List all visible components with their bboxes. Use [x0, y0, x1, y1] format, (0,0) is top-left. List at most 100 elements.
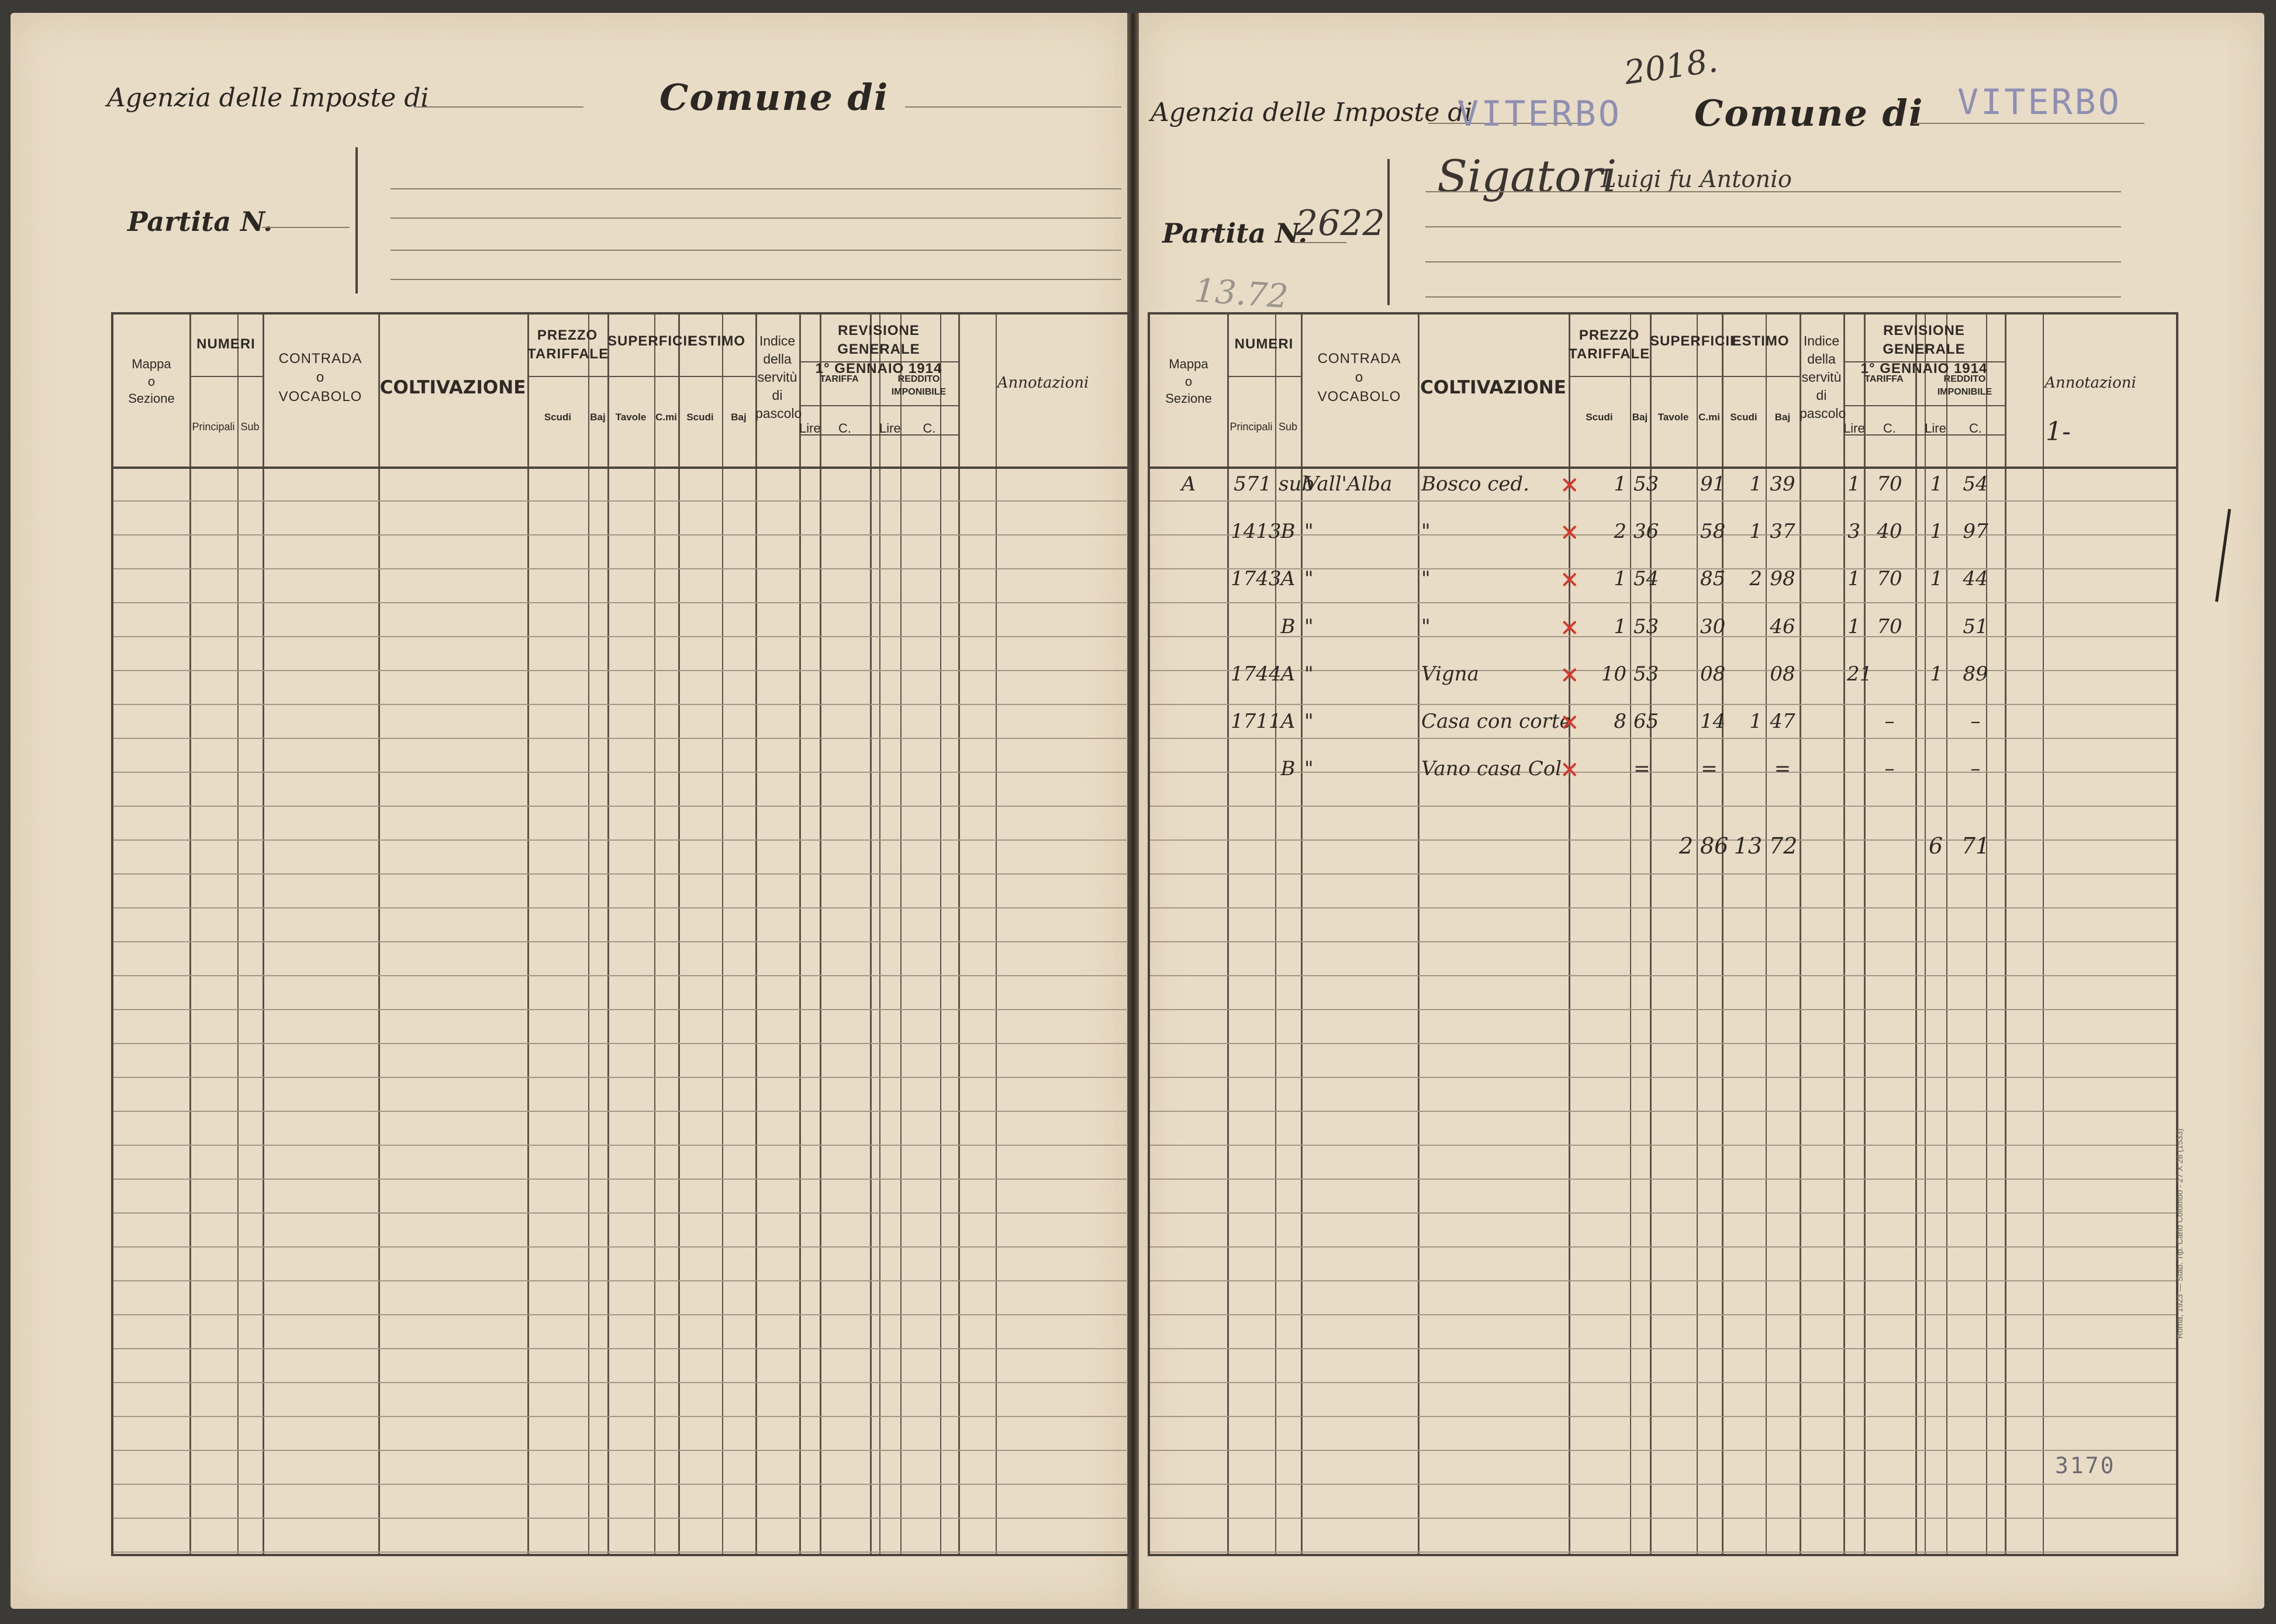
column-rule: [799, 315, 801, 1554]
ledger-row-rule: [1150, 568, 2176, 569]
ledger-row-rule: [113, 1416, 1128, 1417]
cell-prezzo-b: 53: [1633, 614, 1659, 638]
ledger-row-rule: [113, 1111, 1128, 1112]
header-bottom-rule: [1150, 467, 2176, 469]
cell-tar-l: 1: [1847, 472, 1860, 496]
header-cmi: C.mi: [1698, 412, 1720, 423]
cell-contrada: ": [1304, 614, 1314, 638]
cell-sub: A: [1280, 567, 1296, 591]
header-lire: Lire: [799, 421, 821, 436]
column-rule: [755, 315, 757, 1554]
cell-prezzo-b: 65: [1633, 710, 1659, 733]
header-prezzo: PREZZO TARIFFALE: [527, 327, 609, 362]
subheader-rule: [1843, 361, 2005, 362]
ledger-row-rule: [1150, 839, 2176, 841]
column-rule: [1766, 315, 1767, 1554]
cell-red-c: 51: [1963, 614, 1988, 638]
cell-prezzo-s: 1: [1614, 472, 1626, 496]
cell-tar-l: 1: [1847, 567, 1860, 591]
comune-line: [1914, 123, 2144, 124]
column-rule: [940, 315, 941, 1554]
top-note: 2018.: [1622, 42, 1721, 92]
ledger-row-rule: [113, 738, 1128, 739]
owner-line-4: [1425, 296, 2121, 298]
cell-red-l: 1: [1930, 567, 1943, 591]
column-rule: [1915, 315, 1917, 1554]
owner-surname: Sigatori: [1437, 150, 1617, 202]
cell-sup-c: 58: [1700, 520, 1726, 544]
cell-est-s: 1: [1749, 472, 1762, 496]
ledger-row-rule: [1150, 1314, 2176, 1315]
header-scudi: Scudi: [1586, 412, 1613, 423]
ledger-row-rule: [1150, 1518, 2176, 1519]
cell-coltivazione: ": [1421, 567, 1431, 591]
partita-label: Partita N.: [1162, 217, 1308, 249]
column-rule: [996, 315, 997, 1554]
column-rule: [237, 315, 239, 1554]
cell-red-c: 54: [1963, 472, 1988, 496]
header-brace: [355, 147, 358, 293]
owner-line-3: [1425, 261, 2121, 262]
cell-prezzo-s: 10: [1601, 662, 1626, 686]
header-principali: Principali: [192, 421, 235, 433]
total-est-s: 13: [1733, 833, 1762, 859]
column-rule: [1227, 315, 1229, 1554]
column-rule: [1722, 315, 1724, 1554]
cell-coltivazione: Vano casa Col.: [1421, 757, 1568, 781]
cell-tar-c: –: [1884, 757, 1895, 781]
ledger-row-rule: [1150, 806, 2176, 807]
cell-prezzo-s: 8: [1614, 710, 1626, 733]
cell-tar-c: 40: [1877, 520, 1902, 544]
header-annotazioni: Annotazioni: [997, 374, 1089, 392]
cell-contrada: ": [1304, 710, 1314, 733]
ledger-row-rule: [1150, 1043, 2176, 1044]
total-red-c: 71: [1961, 833, 1990, 859]
owner-line-4: [391, 279, 1121, 280]
ledger-row-rule: [1150, 1552, 2176, 1553]
cell-contrada: ": [1304, 757, 1314, 781]
column-rule: [654, 315, 655, 1554]
comune-stamp: VITERBO: [1957, 82, 2122, 123]
column-rule: [527, 315, 529, 1554]
ledger-row-rule: [113, 1450, 1128, 1451]
ledger-row-rule: [1150, 907, 2176, 908]
header-revisione: REVISIONE GENERALE 1° GENNAIO 1914: [815, 323, 942, 376]
header-scudi: Scudi: [544, 412, 572, 423]
column-rule: [1800, 315, 1801, 1554]
subheader-rule: [799, 434, 958, 436]
column-rule: [1630, 315, 1631, 1554]
ledger-row-rule: [113, 1043, 1128, 1044]
cell-est-b: 39: [1770, 472, 1795, 496]
ledger-row-rule: [1150, 1145, 2176, 1146]
ledger-row-rule: [1150, 1416, 2176, 1417]
column-rule: [607, 315, 609, 1554]
cell-red-l: 1: [1930, 520, 1943, 544]
header-cmi: C.mi: [655, 412, 677, 423]
column-rule: [1986, 315, 1987, 1554]
ledger-row-rule: [1150, 602, 2176, 603]
cell-est-s: 1: [1749, 520, 1762, 544]
header-tariffa: TARIFFA: [1864, 374, 1904, 384]
ledger-row-rule: [113, 975, 1128, 976]
header-mappa: Mappa o Sezione: [1165, 357, 1212, 406]
cell-principali: 1743: [1231, 567, 1282, 591]
header-c: C.: [1969, 421, 1982, 436]
header-scudi: Scudi: [686, 412, 714, 423]
cell-prezzo-s: 1: [1614, 614, 1626, 638]
ledger-row-rule: [113, 500, 1128, 502]
subheader-rule: [607, 376, 678, 377]
subheader-rule: [1843, 405, 2005, 406]
partita-line: [1294, 242, 1346, 243]
cell-est-b: =: [1774, 757, 1791, 781]
cell-est-s: 1: [1749, 710, 1762, 733]
column-rule: [958, 315, 960, 1554]
column-rule: [1301, 315, 1303, 1554]
cell-contrada: ": [1304, 662, 1314, 686]
pencil-total: 13.72: [1193, 271, 1290, 316]
cell-coltivazione: Vigna: [1421, 662, 1479, 686]
cell-red-c: –: [1970, 757, 1981, 781]
ledger-row-rule: [113, 1552, 1128, 1553]
cell-prezzo-b: 53: [1633, 662, 1659, 686]
header-tariffa: TARIFFA: [820, 374, 859, 384]
header-coltivazione: COLTIVAZIONE: [1420, 377, 1566, 398]
